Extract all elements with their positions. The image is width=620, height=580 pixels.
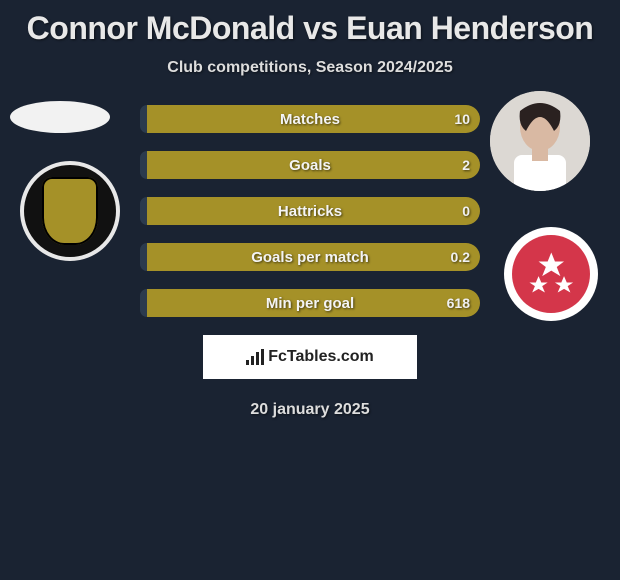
brand-text: FcTables.com [268, 348, 374, 366]
comparison-card: Connor McDonald vs Euan Henderson Club c… [0, 0, 620, 419]
stat-row: Min per goal 618 [140, 289, 480, 317]
player1-club-badge [20, 161, 120, 261]
stat-seg-left [140, 289, 147, 317]
stat-row: Goals 2 [140, 151, 480, 179]
footer-date: 20 january 2025 [0, 401, 620, 419]
bar-chart-icon [246, 349, 264, 365]
brand-watermark: FcTables.com [203, 335, 417, 379]
page-title: Connor McDonald vs Euan Henderson [0, 10, 620, 47]
stat-value-right: 2 [462, 157, 470, 173]
club-crest-icon [512, 235, 590, 313]
player2-avatar [490, 91, 590, 191]
stat-row: Hattricks 0 [140, 197, 480, 225]
person-icon [490, 91, 590, 191]
stat-label: Min per goal [266, 295, 354, 312]
stat-seg-left [140, 151, 147, 179]
stat-row: Goals per match 0.2 [140, 243, 480, 271]
content-area: Matches 10 Goals 2 Hattricks 0 Goals per match… [0, 105, 620, 419]
stat-bars: Matches 10 Goals 2 Hattricks 0 Goals per match… [140, 105, 480, 317]
shield-icon [42, 177, 98, 245]
stat-label: Goals [289, 157, 331, 174]
stat-value-right: 618 [447, 295, 470, 311]
stat-value-right: 0.2 [451, 249, 470, 265]
player1-avatar [10, 101, 110, 133]
stat-seg-left [140, 243, 147, 271]
stat-seg-left [140, 197, 147, 225]
player2-club-badge [504, 227, 598, 321]
stat-seg-left [140, 105, 147, 133]
stat-row: Matches 10 [140, 105, 480, 133]
stat-label: Goals per match [251, 249, 369, 266]
stat-value-right: 10 [454, 111, 470, 127]
stat-label: Hattricks [278, 203, 342, 220]
stat-label: Matches [280, 111, 340, 128]
subtitle: Club competitions, Season 2024/2025 [0, 59, 620, 77]
stat-value-right: 0 [462, 203, 470, 219]
